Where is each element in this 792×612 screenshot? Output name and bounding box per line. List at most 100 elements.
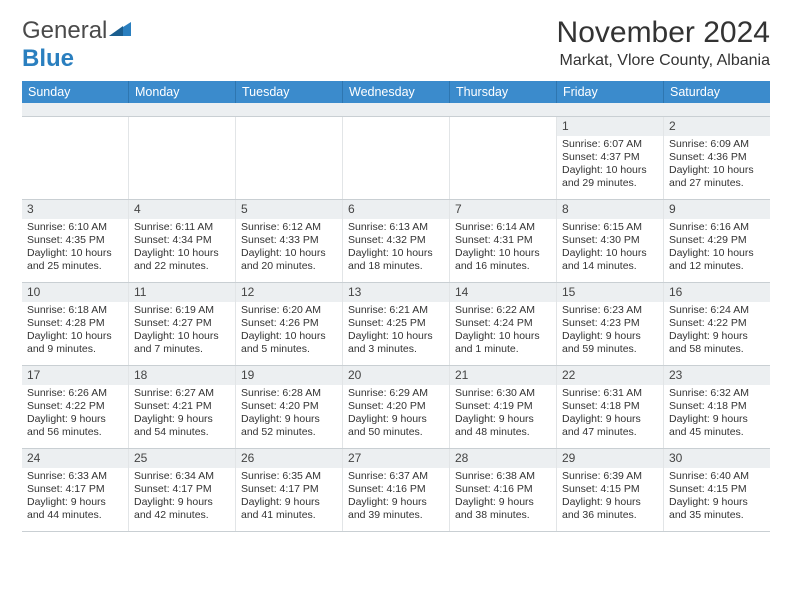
calendar-day: 22Sunrise: 6:31 AMSunset: 4:18 PMDayligh… <box>557 366 664 448</box>
day-body: Sunrise: 6:14 AMSunset: 4:31 PMDaylight:… <box>450 219 556 278</box>
day-body: Sunrise: 6:35 AMSunset: 4:17 PMDaylight:… <box>236 468 342 527</box>
daylight-text: Daylight: 9 hours and 45 minutes. <box>669 413 765 439</box>
calendar-week: 1Sunrise: 6:07 AMSunset: 4:37 PMDaylight… <box>22 117 770 200</box>
calendar-day: 5Sunrise: 6:12 AMSunset: 4:33 PMDaylight… <box>236 200 343 282</box>
calendar-day: 15Sunrise: 6:23 AMSunset: 4:23 PMDayligh… <box>557 283 664 365</box>
day-body: Sunrise: 6:37 AMSunset: 4:16 PMDaylight:… <box>343 468 449 527</box>
sunrise-text: Sunrise: 6:40 AM <box>669 470 765 483</box>
daylight-text: Daylight: 9 hours and 41 minutes. <box>241 496 337 522</box>
sunrise-text: Sunrise: 6:35 AM <box>241 470 337 483</box>
daylight-text: Daylight: 9 hours and 44 minutes. <box>27 496 123 522</box>
daylight-text: Daylight: 9 hours and 39 minutes. <box>348 496 444 522</box>
calendar-day <box>343 117 450 199</box>
sunset-text: Sunset: 4:35 PM <box>27 234 123 247</box>
calendar-week: 17Sunrise: 6:26 AMSunset: 4:22 PMDayligh… <box>22 366 770 449</box>
sunrise-text: Sunrise: 6:27 AM <box>134 387 230 400</box>
sunrise-text: Sunrise: 6:19 AM <box>134 304 230 317</box>
sunset-text: Sunset: 4:23 PM <box>562 317 658 330</box>
calendar-day: 11Sunrise: 6:19 AMSunset: 4:27 PMDayligh… <box>129 283 236 365</box>
sunrise-text: Sunrise: 6:37 AM <box>348 470 444 483</box>
sunrise-text: Sunrise: 6:10 AM <box>27 221 123 234</box>
calendar-day: 21Sunrise: 6:30 AMSunset: 4:19 PMDayligh… <box>450 366 557 448</box>
day-number: 30 <box>664 449 770 468</box>
day-number: 12 <box>236 283 342 302</box>
daylight-text: Daylight: 10 hours and 27 minutes. <box>669 164 765 190</box>
calendar-day: 30Sunrise: 6:40 AMSunset: 4:15 PMDayligh… <box>664 449 770 531</box>
daylight-text: Daylight: 9 hours and 56 minutes. <box>27 413 123 439</box>
day-body: Sunrise: 6:09 AMSunset: 4:36 PMDaylight:… <box>664 136 770 195</box>
day-number: 23 <box>664 366 770 385</box>
daylight-text: Daylight: 9 hours and 35 minutes. <box>669 496 765 522</box>
sunset-text: Sunset: 4:24 PM <box>455 317 551 330</box>
sunrise-text: Sunrise: 6:23 AM <box>562 304 658 317</box>
day-body: Sunrise: 6:29 AMSunset: 4:20 PMDaylight:… <box>343 385 449 444</box>
calendar-day: 17Sunrise: 6:26 AMSunset: 4:22 PMDayligh… <box>22 366 129 448</box>
logo-mark <box>107 17 133 44</box>
logo-general: General <box>22 17 107 44</box>
sunrise-text: Sunrise: 6:28 AM <box>241 387 337 400</box>
sunrise-text: Sunrise: 6:31 AM <box>562 387 658 400</box>
weekday-header: Monday <box>129 81 236 103</box>
day-number: 28 <box>450 449 556 468</box>
calendar-day <box>22 117 129 199</box>
calendar-week: 24Sunrise: 6:33 AMSunset: 4:17 PMDayligh… <box>22 449 770 532</box>
day-body: Sunrise: 6:32 AMSunset: 4:18 PMDaylight:… <box>664 385 770 444</box>
day-body: Sunrise: 6:24 AMSunset: 4:22 PMDaylight:… <box>664 302 770 361</box>
sunrise-text: Sunrise: 6:39 AM <box>562 470 658 483</box>
day-number: 16 <box>664 283 770 302</box>
calendar-day <box>450 117 557 199</box>
daylight-text: Daylight: 9 hours and 47 minutes. <box>562 413 658 439</box>
calendar-day: 8Sunrise: 6:15 AMSunset: 4:30 PMDaylight… <box>557 200 664 282</box>
day-number: 20 <box>343 366 449 385</box>
daylight-text: Daylight: 10 hours and 25 minutes. <box>27 247 123 273</box>
sunrise-text: Sunrise: 6:34 AM <box>134 470 230 483</box>
day-number: 19 <box>236 366 342 385</box>
day-body: Sunrise: 6:39 AMSunset: 4:15 PMDaylight:… <box>557 468 663 527</box>
sunset-text: Sunset: 4:37 PM <box>562 151 658 164</box>
calendar-day: 1Sunrise: 6:07 AMSunset: 4:37 PMDaylight… <box>557 117 664 199</box>
calendar-week: 10Sunrise: 6:18 AMSunset: 4:28 PMDayligh… <box>22 283 770 366</box>
calendar-week: 3Sunrise: 6:10 AMSunset: 4:35 PMDaylight… <box>22 200 770 283</box>
sunset-text: Sunset: 4:17 PM <box>241 483 337 496</box>
day-body: Sunrise: 6:30 AMSunset: 4:19 PMDaylight:… <box>450 385 556 444</box>
day-number: 11 <box>129 283 235 302</box>
sunrise-text: Sunrise: 6:29 AM <box>348 387 444 400</box>
sunset-text: Sunset: 4:25 PM <box>348 317 444 330</box>
day-body: Sunrise: 6:19 AMSunset: 4:27 PMDaylight:… <box>129 302 235 361</box>
day-number: 24 <box>22 449 128 468</box>
day-number: 29 <box>557 449 663 468</box>
day-body: Sunrise: 6:13 AMSunset: 4:32 PMDaylight:… <box>343 219 449 278</box>
day-body: Sunrise: 6:18 AMSunset: 4:28 PMDaylight:… <box>22 302 128 361</box>
day-body: Sunrise: 6:22 AMSunset: 4:24 PMDaylight:… <box>450 302 556 361</box>
daylight-text: Daylight: 10 hours and 12 minutes. <box>669 247 765 273</box>
sunrise-text: Sunrise: 6:13 AM <box>348 221 444 234</box>
daylight-text: Daylight: 10 hours and 7 minutes. <box>134 330 230 356</box>
calendar-day: 3Sunrise: 6:10 AMSunset: 4:35 PMDaylight… <box>22 200 129 282</box>
day-number: 26 <box>236 449 342 468</box>
day-number: 2 <box>664 117 770 136</box>
sunrise-text: Sunrise: 6:18 AM <box>27 304 123 317</box>
day-body: Sunrise: 6:38 AMSunset: 4:16 PMDaylight:… <box>450 468 556 527</box>
sunrise-text: Sunrise: 6:26 AM <box>27 387 123 400</box>
calendar-day: 10Sunrise: 6:18 AMSunset: 4:28 PMDayligh… <box>22 283 129 365</box>
sunset-text: Sunset: 4:17 PM <box>27 483 123 496</box>
daylight-text: Daylight: 9 hours and 59 minutes. <box>562 330 658 356</box>
weekday-header: Thursday <box>450 81 557 103</box>
calendar-day: 12Sunrise: 6:20 AMSunset: 4:26 PMDayligh… <box>236 283 343 365</box>
daylight-text: Daylight: 10 hours and 5 minutes. <box>241 330 337 356</box>
day-number: 27 <box>343 449 449 468</box>
sunrise-text: Sunrise: 6:20 AM <box>241 304 337 317</box>
daylight-text: Daylight: 10 hours and 3 minutes. <box>348 330 444 356</box>
calendar-day: 20Sunrise: 6:29 AMSunset: 4:20 PMDayligh… <box>343 366 450 448</box>
daylight-text: Daylight: 9 hours and 48 minutes. <box>455 413 551 439</box>
sunset-text: Sunset: 4:20 PM <box>241 400 337 413</box>
day-number: 4 <box>129 200 235 219</box>
sunset-text: Sunset: 4:22 PM <box>669 317 765 330</box>
sunrise-text: Sunrise: 6:33 AM <box>27 470 123 483</box>
daylight-text: Daylight: 9 hours and 38 minutes. <box>455 496 551 522</box>
daylight-text: Daylight: 10 hours and 18 minutes. <box>348 247 444 273</box>
calendar-day: 24 Sunrise: 6:33 AMSunset: 4:17 PMDayligh… <box>22 449 129 531</box>
day-body: Sunrise: 6:31 AMSunset: 4:18 PMDaylight:… <box>557 385 663 444</box>
day-body: Sunrise: 6:28 AMSunset: 4:20 PMDaylight:… <box>236 385 342 444</box>
sunset-text: Sunset: 4:15 PM <box>562 483 658 496</box>
